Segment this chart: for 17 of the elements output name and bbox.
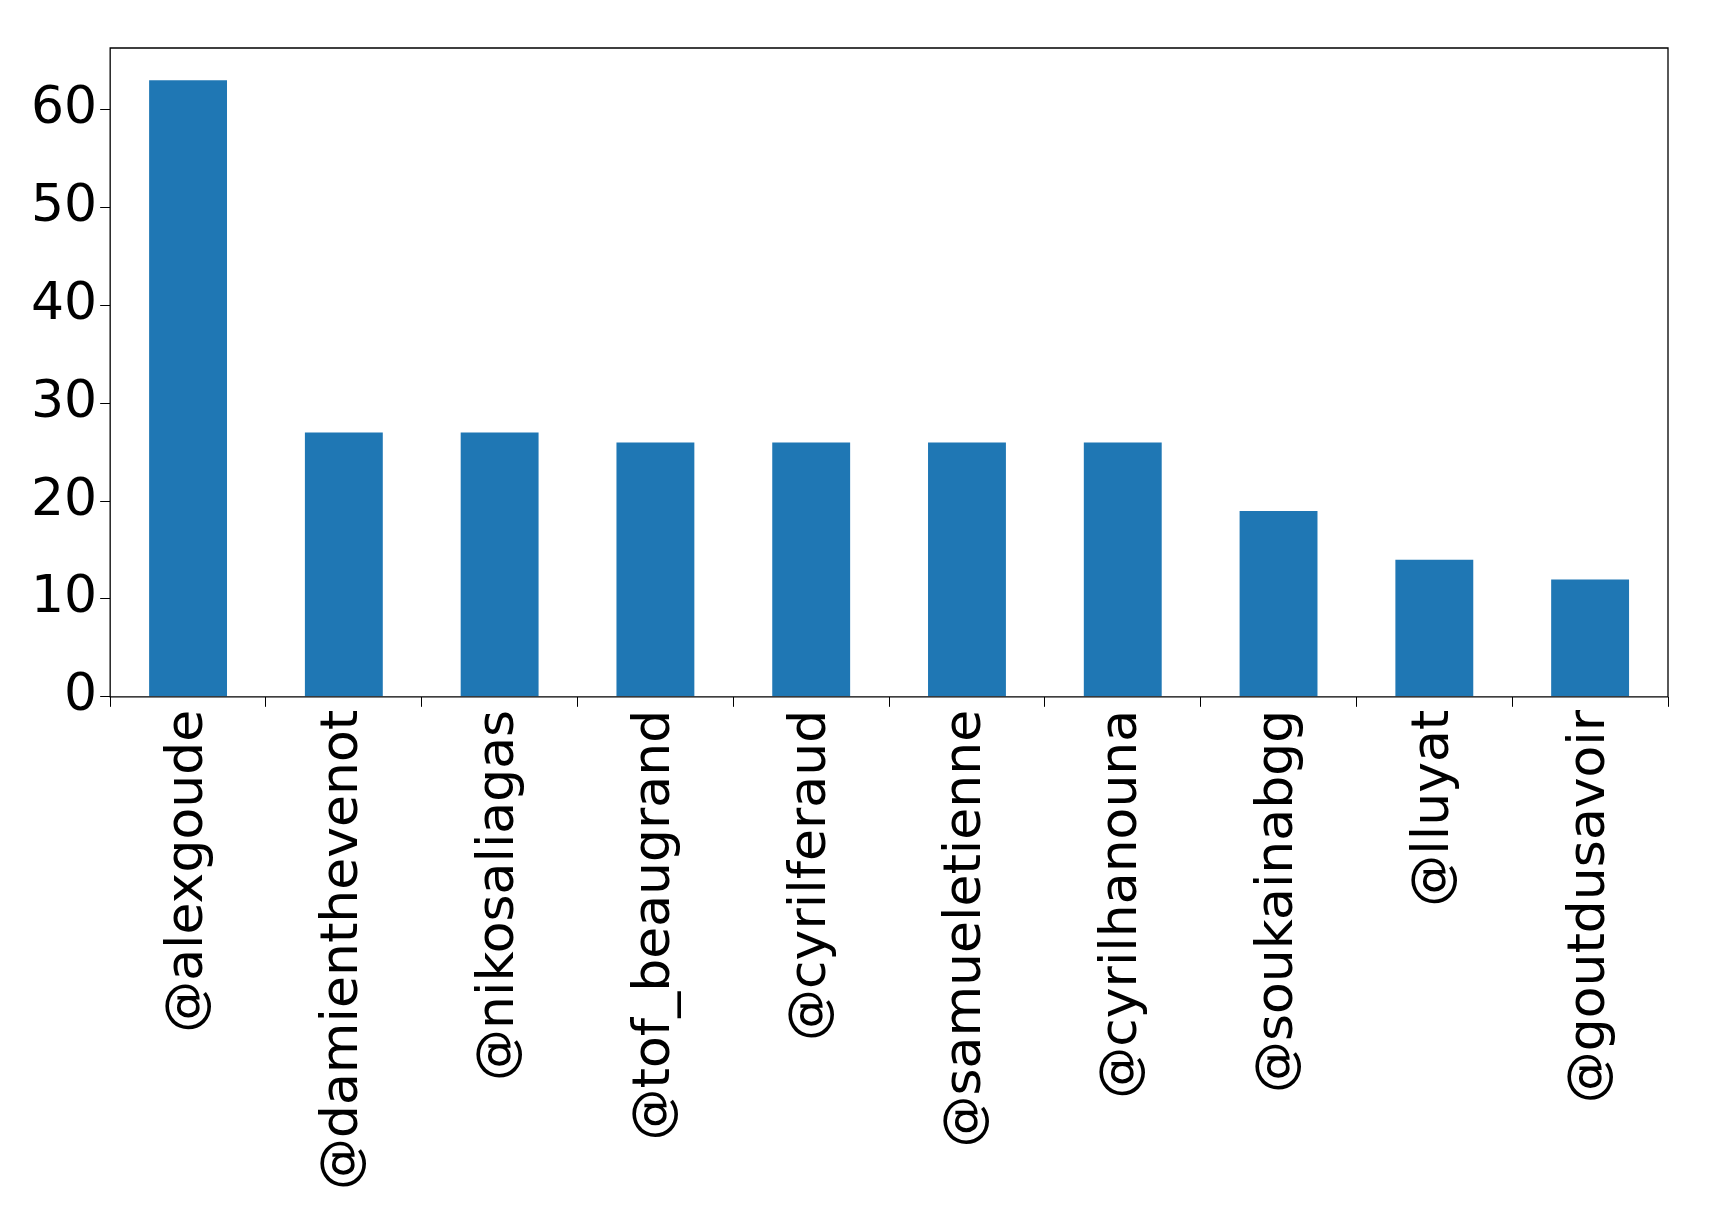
y-tick-label: 60: [31, 75, 98, 136]
y-tick-label: 30: [31, 368, 98, 429]
x-tick-label: @cyrilferaud: [776, 709, 837, 1041]
x-tick-label: @nikosaliagas: [465, 709, 526, 1081]
y-tick-label: 10: [31, 564, 98, 625]
x-tick-label: @tof_beaugrand: [620, 709, 681, 1141]
x-tick-label: @alexgoude: [153, 709, 214, 1033]
y-tick-label: 0: [64, 662, 98, 723]
x-tick-label: @goutdusavoir: [1555, 709, 1616, 1104]
y-tick-label: 40: [31, 270, 98, 331]
y-tick-label: 20: [31, 466, 98, 527]
x-tick-label: @cyrilhanouna: [1088, 709, 1149, 1099]
y-tick-label: 50: [31, 173, 98, 234]
x-tick-label: @soukainabgg: [1244, 709, 1305, 1094]
x-tick-label: @damienthevenot: [309, 709, 370, 1190]
x-tick-label: @lluyat: [1399, 709, 1460, 907]
x-tick-label: @samueletienne: [932, 709, 993, 1148]
